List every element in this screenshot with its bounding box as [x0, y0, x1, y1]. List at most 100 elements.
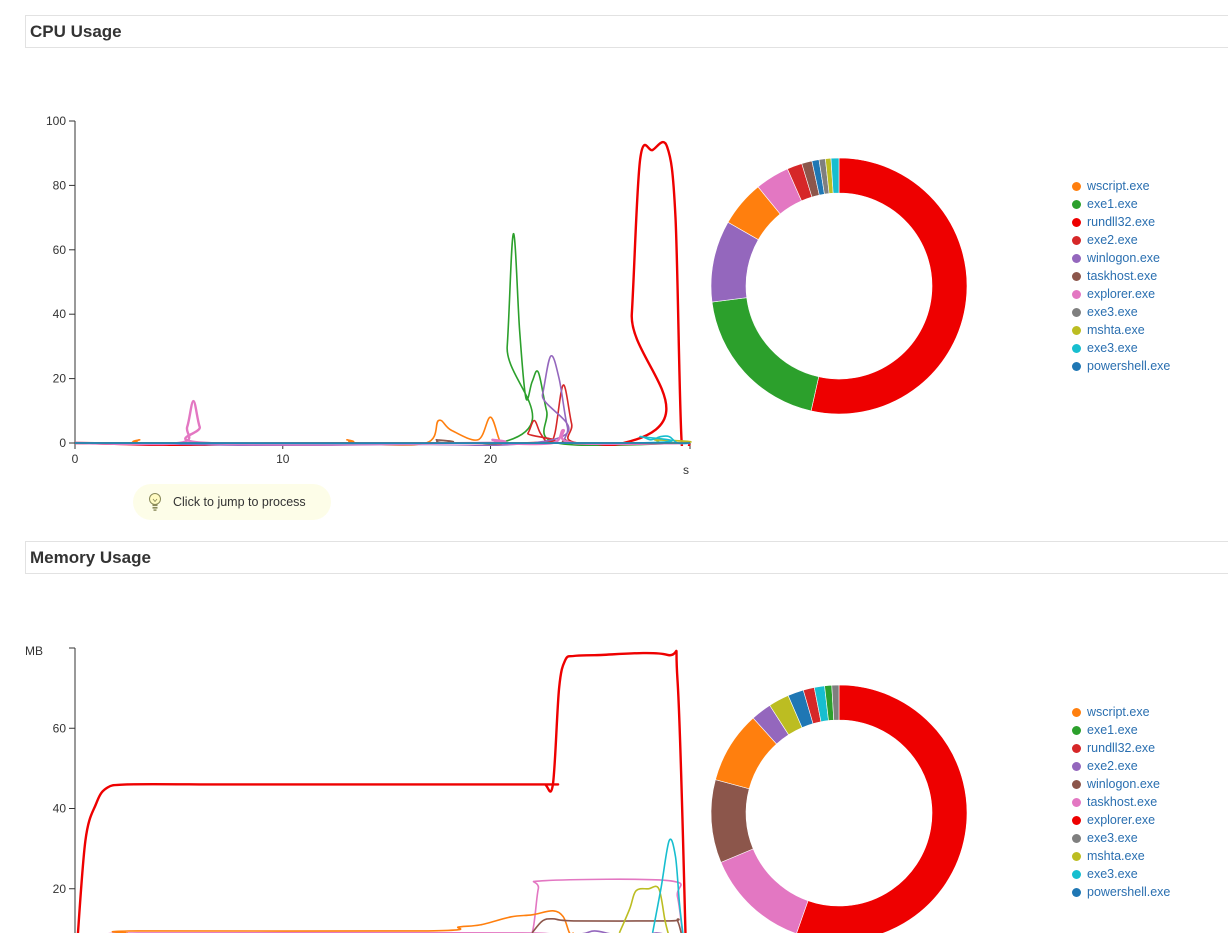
- cpu-legend: wscript.exe exe1.exe rundll32.exe exe2.exe w…: [1072, 177, 1170, 375]
- cpu-x-tick-label: 20: [484, 452, 498, 466]
- memory-legend-label: exe2.exe: [1087, 759, 1138, 773]
- cpu-legend-item[interactable]: explorer.exe: [1072, 285, 1170, 303]
- cpu-legend-label: wscript.exe: [1087, 179, 1150, 193]
- jump-to-process-tip[interactable]: Click to jump to process: [133, 484, 331, 520]
- cpu-legend-item[interactable]: exe1.exe: [1072, 195, 1170, 213]
- memory-legend-item[interactable]: rundll32.exe: [1072, 739, 1170, 757]
- cpu-legend-item[interactable]: powershell.exe: [1072, 357, 1170, 375]
- legend-dot-icon: [1072, 870, 1081, 879]
- memory-legend-label: mshta.exe: [1087, 849, 1145, 863]
- legend-dot-icon: [1072, 254, 1081, 263]
- memory-series-taskhost-exe[interactable]: [106, 878, 684, 933]
- cpu-series-group: [74, 141, 692, 460]
- memory-legend-label: exe3.exe: [1087, 831, 1138, 845]
- memory-legend-item[interactable]: taskhost.exe: [1072, 793, 1170, 811]
- cpu-legend-item[interactable]: taskhost.exe: [1072, 267, 1170, 285]
- cpu-section-header: CPU Usage: [25, 15, 1228, 48]
- cpu-legend-label: exe3.exe: [1087, 305, 1138, 319]
- cpu-series-rundll32-exe[interactable]: [74, 141, 692, 460]
- memory-series-winlogon-exe[interactable]: [531, 917, 684, 933]
- memory-legend-item[interactable]: explorer.exe: [1072, 811, 1170, 829]
- memory-legend-item[interactable]: mshta.exe: [1072, 847, 1170, 865]
- legend-dot-icon: [1072, 726, 1081, 735]
- memory-slice-exe3-exe[interactable]: [831, 684, 840, 721]
- memory-section-header: Memory Usage: [25, 541, 1228, 574]
- memory-legend-item[interactable]: exe2.exe: [1072, 757, 1170, 775]
- cpu-legend-item[interactable]: exe3.exe: [1072, 303, 1170, 321]
- memory-series-mshta-exe[interactable]: [618, 885, 669, 933]
- memory-legend-item[interactable]: winlogon.exe: [1072, 775, 1170, 793]
- cpu-y-tick-label: 0: [59, 436, 66, 450]
- memory-series-exe3-exe[interactable]: [651, 838, 684, 933]
- memory-series-group: [76, 649, 687, 933]
- cpu-y-tick-label: 100: [46, 114, 66, 128]
- cpu-slice-rundll32-exe[interactable]: [810, 157, 968, 415]
- memory-y-tick-label: 60: [53, 721, 67, 735]
- legend-dot-icon: [1072, 308, 1081, 317]
- memory-legend-label: explorer.exe: [1087, 813, 1156, 827]
- memory-legend-label: exe3.exe: [1087, 867, 1138, 881]
- cpu-y-tick-label: 80: [53, 178, 67, 192]
- memory-series-wscript-exe[interactable]: [111, 909, 574, 933]
- legend-dot-icon: [1072, 816, 1081, 825]
- cpu-legend-item[interactable]: mshta.exe: [1072, 321, 1170, 339]
- cpu-legend-label: rundll32.exe: [1087, 215, 1156, 229]
- cpu-y-tick-label: 40: [53, 307, 67, 321]
- memory-chart[interactable]: 20 40 60 MB: [0, 0, 1060, 933]
- memory-legend-item[interactable]: exe3.exe: [1072, 865, 1170, 883]
- cpu-legend-item[interactable]: rundll32.exe: [1072, 213, 1170, 231]
- legend-dot-icon: [1072, 272, 1081, 281]
- legend-dot-icon: [1072, 888, 1081, 897]
- memory-donut: [710, 684, 968, 933]
- lightbulb-icon: [149, 493, 161, 511]
- memory-legend-label: winlogon.exe: [1087, 777, 1160, 791]
- legend-dot-icon: [1072, 290, 1081, 299]
- legend-dot-icon: [1072, 834, 1081, 843]
- memory-series-explorer-exe[interactable]: [76, 649, 687, 933]
- cpu-legend-label: mshta.exe: [1087, 323, 1145, 337]
- memory-y-axis: 20 40 60 MB: [25, 644, 76, 933]
- jump-to-process-label: Click to jump to process: [173, 495, 306, 509]
- legend-dot-icon: [1072, 236, 1081, 245]
- cpu-legend-item[interactable]: wscript.exe: [1072, 177, 1170, 195]
- memory-legend-label: taskhost.exe: [1087, 795, 1158, 809]
- cpu-y-tick-label: 60: [53, 243, 67, 257]
- cpu-legend-label: explorer.exe: [1087, 287, 1156, 301]
- legend-dot-icon: [1072, 218, 1081, 227]
- memory-legend-item[interactable]: exe1.exe: [1072, 721, 1170, 739]
- cpu-chart[interactable]: 0 20 40 60 80 100 0 10 20 s: [0, 0, 1060, 540]
- cpu-legend-label: taskhost.exe: [1087, 269, 1158, 283]
- cpu-legend-item[interactable]: winlogon.exe: [1072, 249, 1170, 267]
- cpu-legend-item[interactable]: exe3.exe: [1072, 339, 1170, 357]
- legend-dot-icon: [1072, 798, 1081, 807]
- memory-legend-label: exe1.exe: [1087, 723, 1138, 737]
- memory-legend-label: powershell.exe: [1087, 885, 1171, 899]
- memory-legend-label: wscript.exe: [1087, 705, 1150, 719]
- legend-dot-icon: [1072, 326, 1081, 335]
- cpu-legend-label: powershell.exe: [1087, 359, 1171, 373]
- legend-dot-icon: [1072, 200, 1081, 209]
- memory-section-title: Memory Usage: [30, 548, 151, 567]
- cpu-legend-item[interactable]: exe2.exe: [1072, 231, 1170, 249]
- cpu-legend-label: exe1.exe: [1087, 197, 1138, 211]
- memory-legend-item[interactable]: wscript.exe: [1072, 703, 1170, 721]
- memory-legend-item[interactable]: exe3.exe: [1072, 829, 1170, 847]
- legend-dot-icon: [1072, 780, 1081, 789]
- legend-dot-icon: [1072, 762, 1081, 771]
- memory-slice-explorer-exe[interactable]: [796, 684, 968, 933]
- memory-slice-taskhost-exe[interactable]: [720, 848, 809, 933]
- memory-legend: wscript.exe exe1.exe rundll32.exe exe2.exe w…: [1072, 703, 1170, 901]
- memory-slice-winlogon-exe[interactable]: [710, 779, 754, 863]
- memory-y-tick-label: 40: [53, 802, 67, 816]
- memory-legend-label: rundll32.exe: [1087, 741, 1156, 755]
- legend-dot-icon: [1072, 708, 1081, 717]
- legend-dot-icon: [1072, 744, 1081, 753]
- cpu-legend-label: winlogon.exe: [1087, 251, 1160, 265]
- memory-legend-item[interactable]: powershell.exe: [1072, 883, 1170, 901]
- cpu-legend-label: exe2.exe: [1087, 233, 1138, 247]
- legend-dot-icon: [1072, 344, 1081, 353]
- memory-y-tick-label: 20: [53, 882, 67, 896]
- cpu-slice-exe3-exe[interactable]: [830, 157, 840, 194]
- legend-dot-icon: [1072, 852, 1081, 861]
- cpu-y-tick-label: 20: [53, 372, 67, 386]
